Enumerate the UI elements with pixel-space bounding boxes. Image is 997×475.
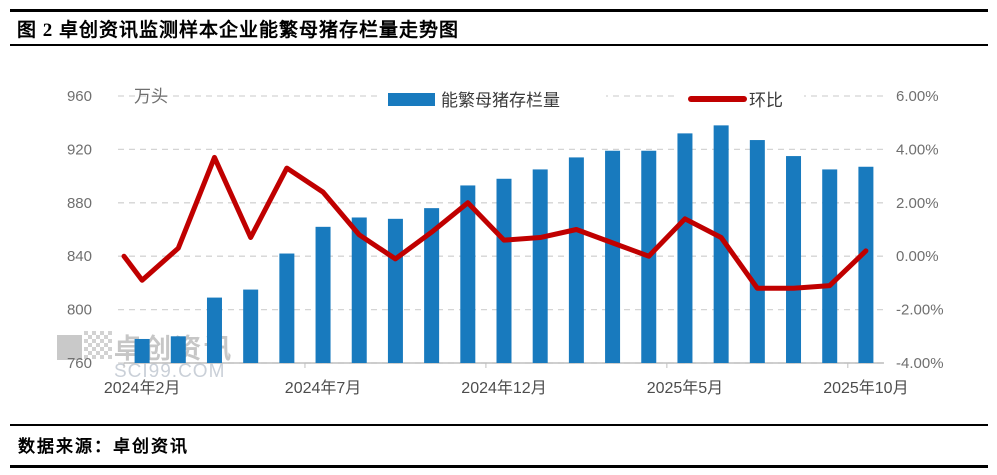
svg-text:2025年10月: 2025年10月 <box>823 379 908 397</box>
bar <box>605 150 621 363</box>
mom-change-line <box>121 154 869 291</box>
bar <box>858 166 874 363</box>
bar <box>677 133 693 363</box>
combo-chart-svg: 卓创资讯SCI99.COM能繁母猪存栏量环比760800840880920960… <box>57 83 944 397</box>
svg-text:0.00%: 0.00% <box>896 248 939 265</box>
svg-text:2.00%: 2.00% <box>896 195 939 212</box>
svg-text:6.00%: 6.00% <box>896 88 939 105</box>
svg-text:760: 760 <box>67 355 92 372</box>
svg-text:2024年12月: 2024年12月 <box>461 379 546 397</box>
bar <box>315 226 331 363</box>
figure-title: 图 2 卓创资讯监测样本企业能繁母猪存栏量走势图 <box>17 20 460 41</box>
bar <box>424 208 440 363</box>
bar <box>134 338 150 363</box>
bar <box>496 178 512 363</box>
bar <box>387 218 403 363</box>
legend-line-label: 环比 <box>749 91 783 110</box>
bar <box>786 156 802 363</box>
watermark-domain-text: SCI99.COM <box>114 361 225 382</box>
bar <box>351 217 367 363</box>
svg-text:-4.00%: -4.00% <box>896 355 944 372</box>
x-axis-labels: 2024年2月 2024年7月 2024年12月 2025年5月 2025年10月 <box>104 379 909 397</box>
svg-text:880: 880 <box>67 195 92 212</box>
top-rule <box>10 9 988 12</box>
y-axis-left-labels: 760 800 840 880 920 960 <box>67 88 92 372</box>
legend-bar-swatch <box>388 93 435 106</box>
legend-bar-label: 能繁母猪存栏量 <box>441 91 560 110</box>
svg-text:2025年5月: 2025年5月 <box>647 379 724 397</box>
bar <box>460 185 476 363</box>
svg-text:800: 800 <box>67 302 92 319</box>
svg-text:960: 960 <box>67 88 92 105</box>
bar <box>568 157 584 363</box>
svg-text:920: 920 <box>67 141 92 158</box>
footer-bottom-rule <box>10 465 988 468</box>
title-divider-rule <box>10 44 988 46</box>
y-axis-right-labels: 6.00% 4.00% 2.00% 0.00% -2.00% -4.00% <box>896 88 944 372</box>
source-label: 数据来源：卓创资讯 <box>18 437 189 456</box>
bar <box>170 336 186 363</box>
svg-text:4.00%: 4.00% <box>896 141 939 158</box>
bar <box>279 253 295 363</box>
chart-area: 卓创资讯SCI99.COM能繁母猪存栏量环比760800840880920960… <box>0 55 997 405</box>
bar <box>749 140 765 363</box>
x-axis-line <box>123 362 884 368</box>
svg-text:2024年7月: 2024年7月 <box>285 379 362 397</box>
svg-text:840: 840 <box>67 248 92 265</box>
watermark-square <box>57 335 82 360</box>
watermark-pixel-block <box>84 331 112 359</box>
bar <box>206 297 222 363</box>
bar-series <box>134 125 874 364</box>
svg-text:-2.00%: -2.00% <box>896 302 944 319</box>
bar <box>532 169 548 363</box>
bar <box>713 125 729 364</box>
bar <box>243 289 259 363</box>
svg-text:2024年2月: 2024年2月 <box>104 379 181 397</box>
legend: 能繁母猪存栏量 环比 <box>378 83 804 113</box>
y-axis-unit-label: 万头 <box>134 87 168 106</box>
bar <box>822 169 838 363</box>
footer-top-rule <box>10 424 988 426</box>
